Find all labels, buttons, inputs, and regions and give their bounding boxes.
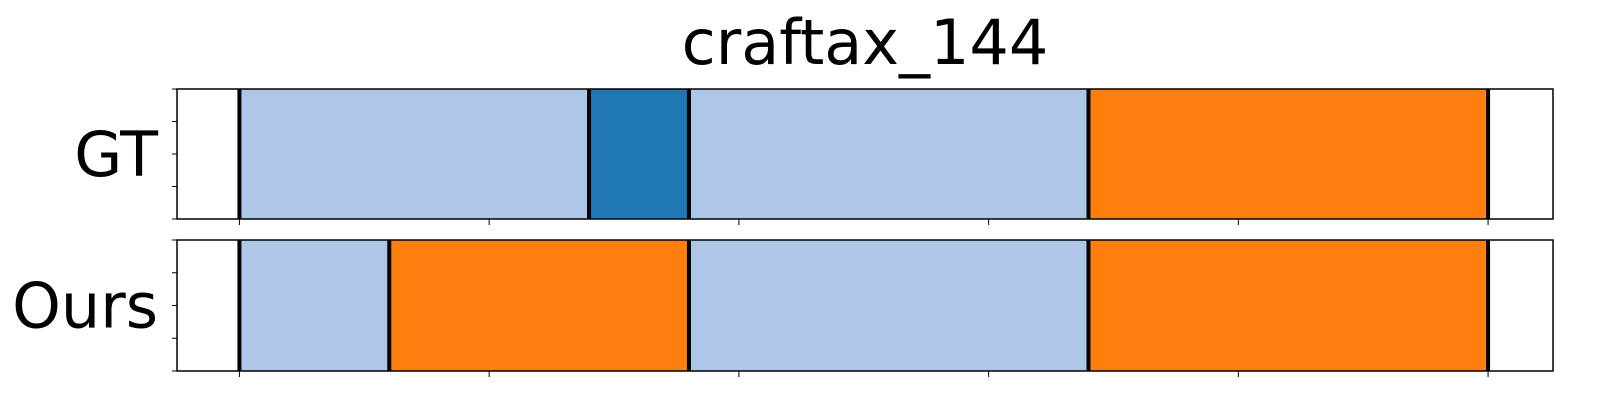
rows-layer: GT Ours <box>12 88 1554 377</box>
segment-bar <box>688 89 1089 219</box>
segment-bar <box>239 89 590 219</box>
segment-bar <box>1088 89 1489 219</box>
segment-bar <box>239 240 390 371</box>
segment-bar <box>589 89 689 219</box>
segment-bar <box>389 240 689 371</box>
segment-bar <box>1088 240 1489 371</box>
row-gt: GT <box>74 88 1554 225</box>
chart-title: craftax_144 <box>682 6 1049 79</box>
row-label: Ours <box>12 270 158 343</box>
row-ours: Ours <box>12 239 1554 377</box>
segment-bar <box>688 240 1089 371</box>
row-label: GT <box>74 118 159 191</box>
